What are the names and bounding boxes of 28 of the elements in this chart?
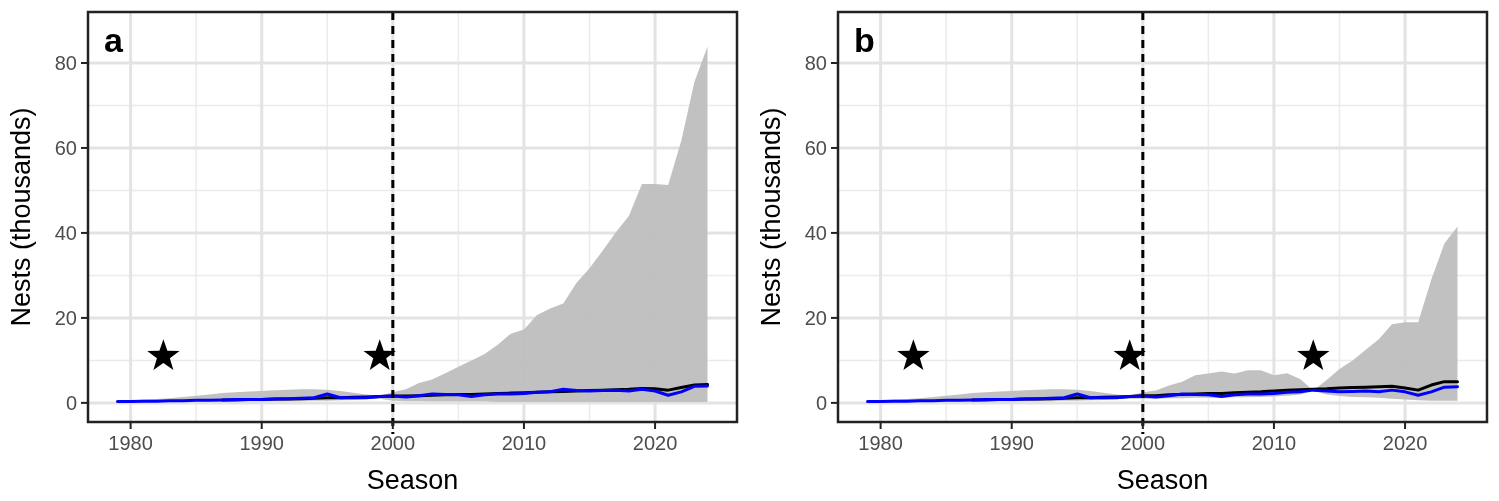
x-tick-label: 1980 [108, 432, 153, 454]
y-axis-title: Nests (thousands) [756, 107, 786, 327]
x-axis-title: Season [366, 465, 459, 495]
x-tick-label: 2010 [501, 432, 547, 454]
x-tick-label: 1990 [989, 432, 1034, 454]
x-axis-title: Season [1116, 465, 1209, 495]
x-tick-label: 2020 [632, 432, 678, 454]
chart-title: b [854, 21, 875, 59]
x-tick-label: 2000 [370, 432, 416, 454]
y-axis-title: Nests (thousands) [6, 107, 36, 327]
y-tick-label: 80 [54, 51, 77, 74]
y-tick-label: 20 [804, 306, 827, 329]
y-tick-label: 60 [804, 136, 827, 159]
chart-title: a [104, 21, 124, 59]
x-tick-label: 2010 [1251, 432, 1297, 454]
y-tick-label: 40 [54, 221, 77, 244]
x-tick-label: 1980 [858, 432, 903, 454]
x-tick-label: 2020 [1382, 432, 1428, 454]
x-tick-label: 2000 [1120, 432, 1166, 454]
y-tick-label: 0 [65, 391, 77, 414]
y-tick-label: 40 [804, 221, 827, 244]
y-tick-label: 20 [54, 306, 77, 329]
line-series [116, 384, 709, 404]
y-tick-label: 80 [804, 51, 827, 74]
y-tick-label: 60 [54, 136, 77, 159]
line-series [866, 385, 1459, 404]
y-tick-label: 0 [815, 391, 827, 414]
x-tick-label: 1990 [239, 432, 284, 454]
